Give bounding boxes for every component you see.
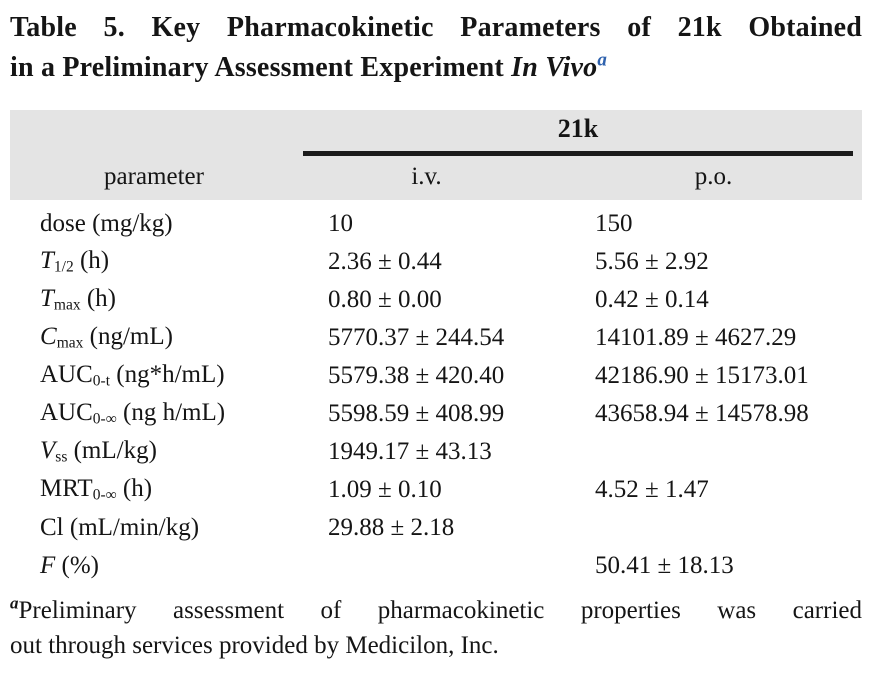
iv-value-cell: 1949.17 ± 43.13: [328, 438, 492, 465]
parameter-cell: Tmax (h): [40, 285, 116, 314]
parameter-cell: Cmax (ng/mL): [40, 323, 173, 352]
footnote-line1: aPreliminary assessment of pharmacokinet…: [10, 593, 862, 628]
iv-value-cell: 5579.38 ± 420.40: [328, 362, 505, 389]
po-value-cell: 150: [595, 210, 633, 237]
table-row: dose (mg/kg) 10 150: [10, 205, 862, 243]
footnote-line2: out through services provided by Medicil…: [10, 632, 499, 659]
table-title-line2: in a Preliminary Assessment Experiment I…: [10, 48, 862, 88]
iv-value-cell: 29.88 ± 2.18: [328, 514, 455, 541]
po-value-cell: 4.52 ± 1.47: [595, 476, 709, 503]
parameter-cell: dose (mg/kg): [40, 210, 173, 237]
parameter-cell: Cl (mL/min/kg): [40, 514, 200, 541]
table-row: MRT0-∞ (h) 1.09 ± 0.10 4.52 ± 1.47: [10, 471, 862, 509]
footnote-line1-text: Preliminary assessment of pharmacokineti…: [18, 597, 863, 624]
column-header-iv: i.v.: [411, 163, 442, 190]
table-row: Cmax (ng/mL) 5770.37 ± 244.54 14101.89 ± 4…: [10, 319, 862, 357]
iv-value-cell: 5770.37 ± 244.54: [328, 324, 505, 351]
title-footnote-marker: a: [597, 49, 608, 71]
table-row: AUC0-∞ (ng h/mL) 5598.59 ± 408.99 43658.94…: [10, 395, 862, 433]
parameter-cell: AUC0-t (ng*h/mL): [40, 361, 225, 390]
table-row: AUC0-t (ng*h/mL) 5579.38 ± 420.40 42186.90…: [10, 357, 862, 395]
table-title-line2-text: in a Preliminary Assessment Experiment: [10, 52, 512, 83]
parameter-cell: AUC0-∞ (ng h/mL): [40, 399, 226, 428]
parameter-cell: Vss (mL/kg): [40, 437, 157, 466]
iv-value-cell: 5598.59 ± 408.99: [328, 400, 505, 427]
table-row: T1/2 (h) 2.36 ± 0.44 5.56 ± 2.92: [10, 243, 862, 281]
table-row: Vss (mL/kg) 1949.17 ± 43.13: [10, 433, 862, 471]
column-header-po: p.o.: [694, 163, 733, 190]
table-title: Table 5. Key Pharmacokinetic Parameters …: [10, 8, 862, 88]
group-header-rule: [303, 151, 853, 156]
po-value-cell: 0.42 ± 0.14: [595, 286, 709, 313]
po-value-cell: 42186.90 ± 15173.01: [595, 362, 809, 389]
table-row: F (%) 50.41 ± 18.13: [10, 547, 862, 585]
footnote-marker: a: [10, 593, 19, 613]
iv-value-cell: 0.80 ± 0.00: [328, 286, 442, 313]
column-header-row: parameter i.v. p.o.: [10, 163, 862, 191]
iv-value-cell: 2.36 ± 0.44: [328, 248, 442, 275]
po-value-cell: 5.56 ± 2.92: [595, 248, 709, 275]
table-row: Cl (mL/min/kg) 29.88 ± 2.18: [10, 509, 862, 547]
po-value-cell: 14101.89 ± 4627.29: [595, 324, 797, 351]
parameter-cell: MRT0-∞ (h): [40, 475, 153, 504]
parameter-cell: F (%): [40, 552, 100, 579]
parameter-cell: T1/2 (h): [40, 247, 110, 276]
compound-group-header: 21k: [557, 114, 599, 143]
table-rows: dose (mg/kg) 10 150 T1/2 (h) 2.36 ± 0.44 5.56…: [10, 205, 862, 585]
table-title-line1: Table 5. Key Pharmacokinetic Parameters …: [10, 12, 862, 43]
iv-value-cell: 1.09 ± 0.10: [328, 476, 442, 503]
table-row: Tmax (h) 0.80 ± 0.00 0.42 ± 0.14: [10, 281, 862, 319]
iv-value-cell: 10: [328, 210, 353, 237]
table-header-band: 21k parameter i.v. p.o.: [10, 110, 862, 200]
table-title-invivo: In Vivo: [511, 52, 598, 83]
table-footnote: aPreliminary assessment of pharmacokinet…: [10, 593, 862, 663]
po-value-cell: 50.41 ± 18.13: [595, 552, 734, 579]
paper-table-figure: Table 5. Key Pharmacokinetic Parameters …: [0, 8, 872, 675]
column-header-parameter: parameter: [104, 163, 204, 190]
po-value-cell: 43658.94 ± 14578.98: [595, 400, 809, 427]
